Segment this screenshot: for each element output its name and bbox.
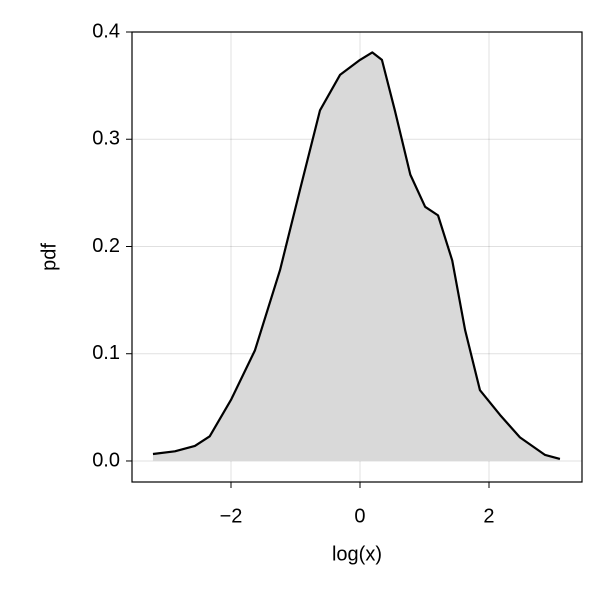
y-axis-label: pdf (38, 243, 60, 271)
y-tick-label: 0.0 (92, 449, 120, 471)
density-line (152, 51, 561, 461)
x-axis-label: log(x) (332, 543, 382, 565)
y-tick-label: 0.2 (92, 235, 120, 257)
density-area (152, 52, 560, 461)
plot-frame (131, 31, 583, 483)
x-tick-label: 0 (354, 505, 365, 527)
x-tick-label: 2 (483, 505, 494, 527)
y-tick-label: 0.3 (92, 128, 120, 150)
x-tick-label: −2 (220, 505, 243, 527)
y-tick-label: 0.4 (92, 20, 120, 42)
y-tick-label: 0.1 (92, 342, 120, 364)
